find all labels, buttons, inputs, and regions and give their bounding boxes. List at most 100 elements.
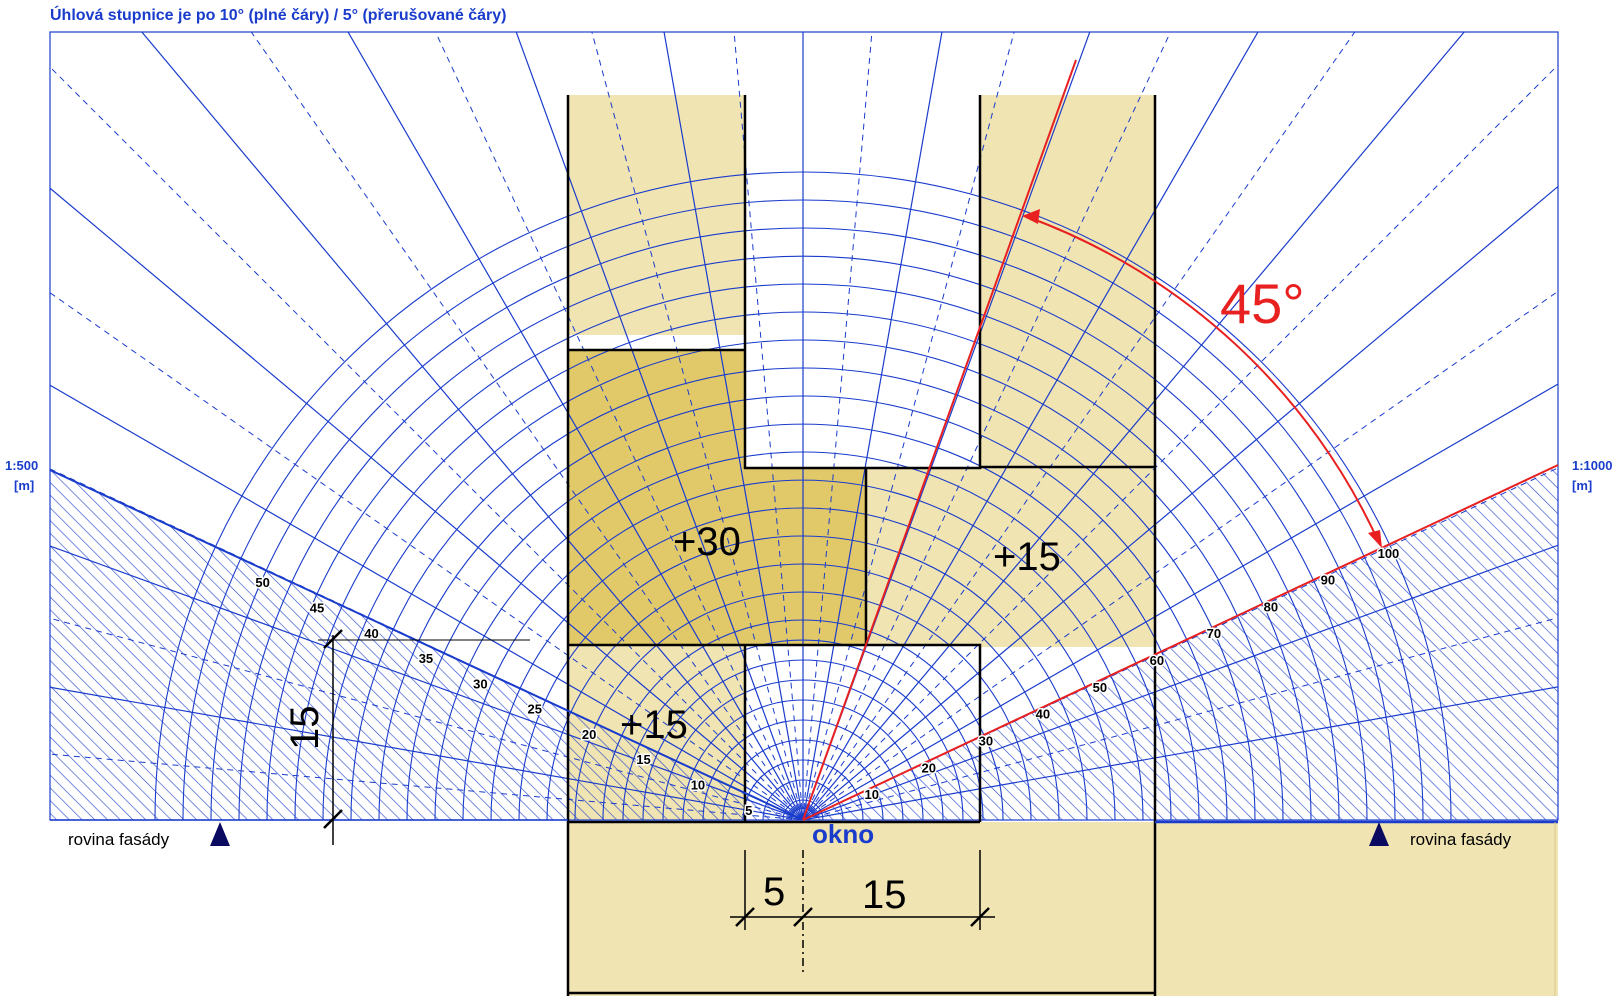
right-scale-tick-label: 80 [1264, 599, 1278, 614]
concentric-grid-arc [182, 199, 1424, 820]
concentric-grid-arc [682, 699, 924, 820]
angle-arc [1024, 215, 1381, 546]
building-left-tower [568, 95, 745, 335]
radial-grid-line [434, 32, 804, 820]
concentric-grid-arc [490, 507, 1116, 820]
arrowhead-bottom [1368, 530, 1382, 548]
building-right-mid [866, 467, 1155, 647]
facade-marker-right [1369, 822, 1389, 846]
concentric-grid-arc [154, 171, 1452, 820]
page-title: Úhlová stupnice je po 10° (plné čáry) / … [50, 5, 507, 24]
facade-marker-left [210, 822, 230, 846]
concentric-grid-arc [350, 367, 1256, 820]
radial-grid-line [802, 32, 1015, 820]
zone-label-lower-left: +15 [620, 703, 688, 747]
arrowhead-top [1022, 209, 1040, 224]
left-scale-unit: [m] [14, 478, 34, 493]
outline-tower-left [743, 95, 982, 470]
concentric-grid-arc [294, 311, 1312, 820]
radial-grid-line [50, 617, 804, 820]
left-scale-tick-label: 10 [691, 778, 705, 793]
radial-grid-line [802, 32, 873, 820]
left-scale-tick-label: 50 [255, 575, 269, 590]
concentric-grid-arc [642, 659, 964, 820]
left-scale-tick-label: 30 [473, 676, 487, 691]
radial-grid-line [515, 32, 804, 820]
building-right-tower [980, 95, 1155, 470]
building-below-facade-right [1155, 822, 1558, 996]
radial-grid-line [802, 686, 1558, 820]
concentric-grid-arc [702, 719, 904, 820]
radial-grid-line [50, 545, 804, 820]
dimension-height [318, 629, 530, 845]
right-scale-tick-label: 100 [1378, 546, 1400, 561]
right-scale-tick-label: 90 [1321, 573, 1335, 588]
radial-grid-line [50, 187, 804, 820]
right-scale-tick-label: 20 [922, 760, 936, 775]
left-scale-label: 1:500 [5, 458, 38, 473]
radial-grid-line [141, 32, 804, 820]
radial-grid-line [50, 384, 804, 820]
radial-grid-line [802, 32, 1259, 820]
building-below-facade [568, 822, 1155, 996]
building-upper-left-dark [568, 350, 745, 645]
right-scale-tick-label: 60 [1150, 653, 1164, 668]
facade-label-left: rovina fasády [68, 830, 170, 849]
right-scale-unit: [m] [1572, 478, 1592, 493]
dimension-width-right-label: 15 [862, 873, 907, 917]
concentric-grid-arc [574, 591, 1032, 820]
left-scale-tick-label: 45 [310, 601, 324, 616]
radial-grid-line [802, 32, 943, 820]
dimension-height-label: 15 [283, 706, 327, 751]
left-scale-tick-label: 20 [582, 727, 596, 742]
left-scale-tick-label: 15 [636, 752, 650, 767]
radial-grid-line [733, 32, 804, 820]
radial-grid-line [802, 544, 1558, 820]
radial-grid-line [802, 290, 1558, 820]
angle-indicator: 45° [802, 59, 1382, 821]
radial-grid-line [50, 753, 804, 820]
right-scale-ticks: 10 20 30 40 50 60 70 80 90 100 [863, 544, 1401, 803]
radial-grid-line [347, 32, 804, 820]
radial-grid-line [802, 185, 1558, 820]
radial-grid-line [50, 686, 804, 820]
dimension-widths [730, 850, 995, 975]
radial-grid-line [802, 383, 1558, 820]
concentric-grid-arc [266, 283, 1340, 820]
radial-grid-line [663, 32, 804, 820]
concentric-grid-arc [378, 395, 1228, 820]
building-center-dark [745, 468, 866, 645]
left-scale-tick-label: 35 [419, 651, 433, 666]
facade-label-right: rovina fasády [1410, 830, 1512, 849]
concentric-grid-arc [722, 739, 884, 820]
concentric-grid-arc [462, 479, 1144, 820]
concentric-grid-arc [662, 679, 944, 820]
dimension-width-left-label: 5 [763, 870, 785, 914]
skyline-left [49, 469, 804, 821]
right-scale-tick-label: 50 [1093, 680, 1107, 695]
right-scale-tick-label: 10 [865, 787, 879, 802]
radial-grid-line [802, 617, 1558, 820]
radial-grid-line [802, 32, 1356, 820]
buildings [568, 95, 1558, 996]
left-scale-ticks: 5 10 15 20 25 30 35 40 45 50 [254, 574, 754, 820]
concentric-grid-arc [406, 423, 1200, 820]
radial-grid-line [250, 32, 804, 820]
zone-label-upper-left: +30 [673, 520, 741, 564]
angular-grid [50, 32, 1558, 820]
right-scale-tick-label: 40 [1036, 707, 1050, 722]
skyline-right [802, 464, 1559, 821]
right-scale-tick-label: 30 [979, 734, 993, 749]
concentric-grid-arc [322, 339, 1284, 820]
angle-label: 45° [1220, 272, 1305, 335]
right-scale-label: 1:1000 [1572, 458, 1612, 473]
zone-label-right-mid: +15 [993, 535, 1061, 579]
concentric-grid-arc [546, 563, 1060, 820]
radial-grid-line [591, 32, 804, 820]
radial-grid-line [50, 66, 804, 820]
left-scale-tick-label: 40 [364, 626, 378, 641]
left-scale-tick-label: 25 [528, 702, 542, 717]
concentric-grid-arc [518, 535, 1088, 820]
radial-grid-line [802, 64, 1558, 820]
